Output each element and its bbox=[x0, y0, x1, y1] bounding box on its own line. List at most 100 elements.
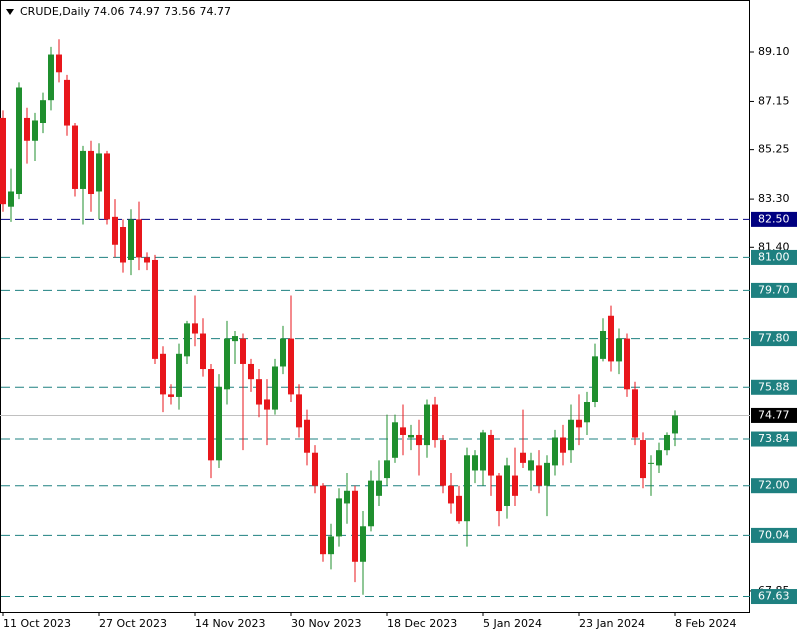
x-tick-label: 8 Feb 2024 bbox=[675, 617, 736, 630]
candle-body bbox=[472, 455, 478, 471]
candle-body bbox=[224, 338, 230, 390]
candle-body bbox=[448, 485, 454, 504]
level-tag: 81.00 bbox=[751, 249, 797, 265]
header-value: 74.97 bbox=[129, 5, 161, 18]
candle-body bbox=[528, 460, 534, 471]
candle-body bbox=[0, 117, 6, 205]
candle-body bbox=[648, 462, 654, 464]
level-tag: 70.04 bbox=[751, 527, 797, 543]
y-tick-label: 87.15 bbox=[758, 94, 790, 107]
candle-body bbox=[320, 485, 326, 555]
candle-body bbox=[136, 219, 142, 258]
candle-body bbox=[200, 333, 206, 370]
candle-body bbox=[96, 153, 102, 192]
level-tag-box bbox=[751, 589, 797, 605]
y-tick-label: 85.25 bbox=[758, 143, 790, 156]
candle-body bbox=[160, 353, 166, 395]
level-tag: 75.88 bbox=[751, 379, 797, 395]
candle-body bbox=[480, 432, 486, 471]
candle-body bbox=[416, 434, 422, 446]
level-tag-box bbox=[751, 282, 797, 298]
candle-body bbox=[384, 460, 390, 479]
level-tag: 77.80 bbox=[751, 331, 797, 347]
level-label: 79.70 bbox=[758, 283, 790, 296]
candle-body bbox=[248, 363, 254, 380]
candle-body bbox=[616, 338, 622, 362]
x-tick-label: 30 Nov 2023 bbox=[291, 617, 361, 630]
candle-body bbox=[168, 394, 174, 397]
level-tag: 79.70 bbox=[751, 282, 797, 298]
candle-body bbox=[56, 54, 62, 73]
candle-body bbox=[464, 455, 470, 522]
candle-body bbox=[184, 323, 190, 357]
candle-body bbox=[80, 150, 86, 189]
candle-body bbox=[552, 437, 558, 466]
candle-body bbox=[256, 379, 262, 405]
level-tag-box bbox=[751, 431, 797, 447]
candle-body bbox=[368, 480, 374, 527]
level-tag-box bbox=[751, 478, 797, 494]
header-value: 73.56 bbox=[164, 5, 196, 18]
y-tick-label: 83.30 bbox=[758, 192, 790, 205]
candle-body bbox=[352, 490, 358, 562]
level-tag: 72.00 bbox=[751, 478, 797, 494]
level-tag-box bbox=[751, 331, 797, 347]
candle-body bbox=[408, 434, 414, 438]
header-value: 74.77 bbox=[200, 5, 232, 18]
level-label: 82.50 bbox=[758, 212, 790, 225]
candle-body bbox=[272, 366, 278, 410]
candle-body bbox=[280, 338, 286, 367]
price-label: 74.77 bbox=[758, 408, 790, 421]
candle-body bbox=[232, 336, 238, 342]
candle-body bbox=[376, 480, 382, 496]
level-label: 75.88 bbox=[758, 380, 790, 393]
candle-body bbox=[304, 419, 310, 453]
level-tag-box bbox=[751, 249, 797, 265]
candle-body bbox=[240, 338, 246, 364]
candle-body bbox=[64, 79, 70, 126]
candle-body bbox=[264, 399, 270, 410]
candle-body bbox=[192, 323, 198, 334]
candle-body bbox=[560, 437, 566, 453]
candle-body bbox=[360, 526, 366, 562]
candle-body bbox=[328, 536, 334, 555]
candle-body bbox=[536, 465, 542, 486]
y-tick-label: 89.10 bbox=[758, 45, 790, 58]
price-tag: 74.77 bbox=[751, 407, 797, 423]
candle-body bbox=[216, 386, 222, 461]
candle-body bbox=[32, 120, 38, 141]
candle-body bbox=[568, 419, 574, 451]
candle-body bbox=[512, 475, 518, 496]
candle-body bbox=[104, 153, 110, 220]
candle-body bbox=[296, 394, 302, 428]
x-tick-label: 11 Oct 2023 bbox=[3, 617, 71, 630]
candle-body bbox=[504, 465, 510, 506]
candle-body bbox=[496, 475, 502, 512]
candle-body bbox=[600, 330, 606, 359]
level-label: 73.84 bbox=[758, 432, 790, 445]
candle-body bbox=[288, 338, 294, 395]
candle-body bbox=[440, 440, 446, 486]
candle-body bbox=[208, 369, 214, 461]
candle-body bbox=[576, 419, 582, 428]
x-tick-label: 5 Jan 2024 bbox=[483, 617, 542, 630]
candle-body bbox=[432, 404, 438, 441]
candle-body bbox=[544, 462, 550, 486]
level-label: 77.80 bbox=[758, 332, 790, 345]
price-tag-box bbox=[751, 407, 797, 423]
level-tag: 82.50 bbox=[751, 211, 797, 227]
x-tick-label: 27 Oct 2023 bbox=[99, 617, 167, 630]
candle-body bbox=[152, 259, 158, 359]
candle-body bbox=[632, 389, 638, 438]
candle-body bbox=[88, 150, 94, 195]
candle-body bbox=[488, 434, 494, 476]
candle-body bbox=[40, 100, 46, 124]
candle-body bbox=[520, 452, 526, 463]
candle-body bbox=[592, 356, 598, 402]
candle-body bbox=[656, 450, 662, 466]
candle-body bbox=[624, 338, 630, 390]
candle-body bbox=[584, 401, 590, 423]
candle-body bbox=[392, 422, 398, 458]
level-tag-box bbox=[751, 527, 797, 543]
